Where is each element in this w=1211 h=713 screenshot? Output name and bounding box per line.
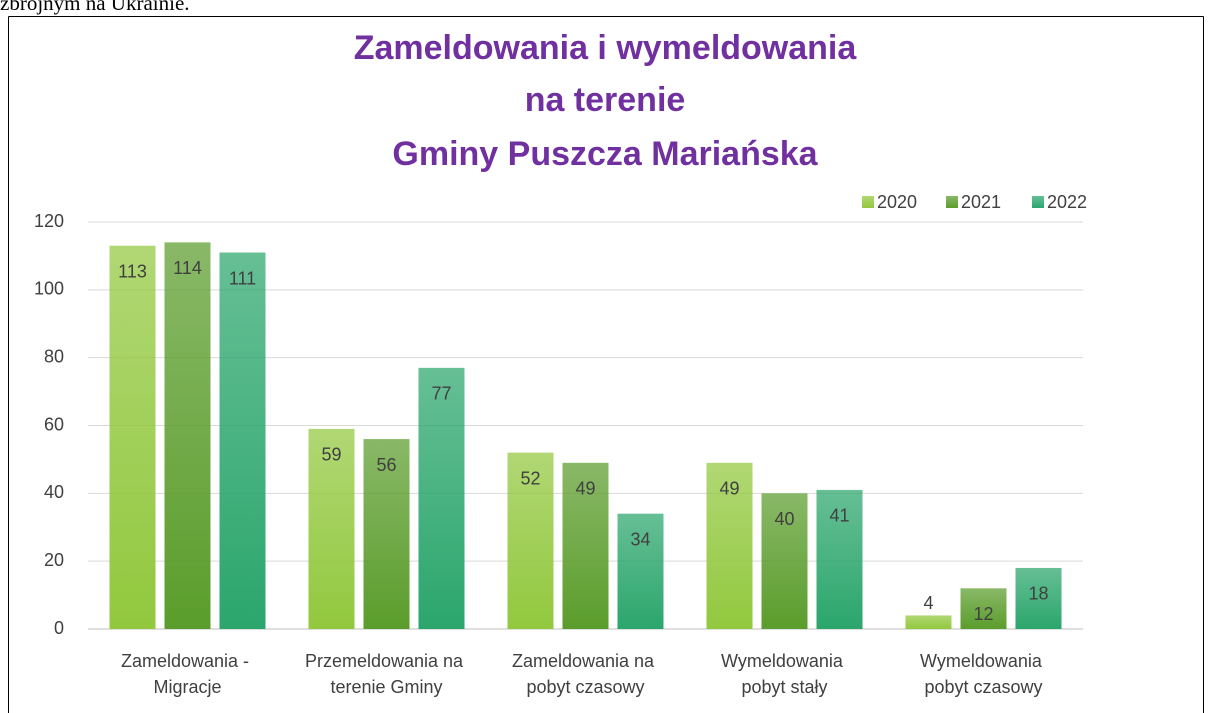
x-tick-label: Wymeldowania pobyt stały xyxy=(721,651,848,697)
data-label: 40 xyxy=(774,509,794,529)
data-label: 114 xyxy=(173,258,202,278)
y-tick-label: 80 xyxy=(44,346,64,366)
data-label: 4 xyxy=(923,593,933,613)
bar xyxy=(363,439,410,629)
data-label: 113 xyxy=(118,261,147,281)
y-tick-label: 40 xyxy=(44,482,64,502)
legend-swatch xyxy=(862,196,874,208)
bar xyxy=(219,252,266,629)
legend-label: 2022 xyxy=(1047,192,1087,212)
bar xyxy=(816,489,863,629)
chart-title: na terenie xyxy=(525,81,686,119)
y-tick-label: 0 xyxy=(54,618,64,638)
bar xyxy=(109,245,156,629)
bar xyxy=(308,428,355,629)
y-tick-label: 120 xyxy=(34,211,64,231)
y-tick-label: 20 xyxy=(44,550,64,570)
data-label: 59 xyxy=(321,445,341,465)
x-tick-label: Wymeldowania pobyt czasowy xyxy=(920,651,1047,697)
legend-swatch xyxy=(1032,196,1044,208)
bar xyxy=(761,493,808,629)
data-label: 34 xyxy=(630,529,650,549)
legend-swatch xyxy=(946,196,958,208)
bar xyxy=(960,588,1007,629)
bar xyxy=(164,242,211,629)
legend-label: 2021 xyxy=(961,192,1001,212)
data-label: 49 xyxy=(575,479,595,499)
bar xyxy=(706,462,753,629)
y-tick-label: 100 xyxy=(34,279,64,299)
data-label: 12 xyxy=(973,604,993,624)
chart-title: Zameldowania i wymeldowania xyxy=(354,29,858,67)
bar xyxy=(1015,567,1062,629)
y-tick-label: 60 xyxy=(44,414,64,434)
x-tick-label: Przemeldowania na terenie Gminy xyxy=(305,651,468,697)
data-label: 52 xyxy=(520,468,540,488)
x-tick-label: Zameldowania - Migracje xyxy=(121,651,254,697)
data-label: 18 xyxy=(1028,584,1048,604)
bar xyxy=(507,452,554,629)
data-label: 41 xyxy=(829,506,849,526)
bar xyxy=(905,615,952,629)
chart-title: Gminy Puszcza Mariańska xyxy=(392,135,818,173)
data-label: 77 xyxy=(431,384,451,404)
bar xyxy=(562,462,609,629)
bar xyxy=(617,513,664,629)
bar xyxy=(418,367,465,629)
data-label: 56 xyxy=(376,455,396,475)
x-tick-label: Zameldowania na pobyt czasowy xyxy=(512,651,659,697)
data-label: 49 xyxy=(719,479,739,499)
data-label: 111 xyxy=(229,268,256,288)
legend-label: 2020 xyxy=(877,192,917,212)
page-text: zbrojnym na Ukrainie. xyxy=(0,0,190,15)
